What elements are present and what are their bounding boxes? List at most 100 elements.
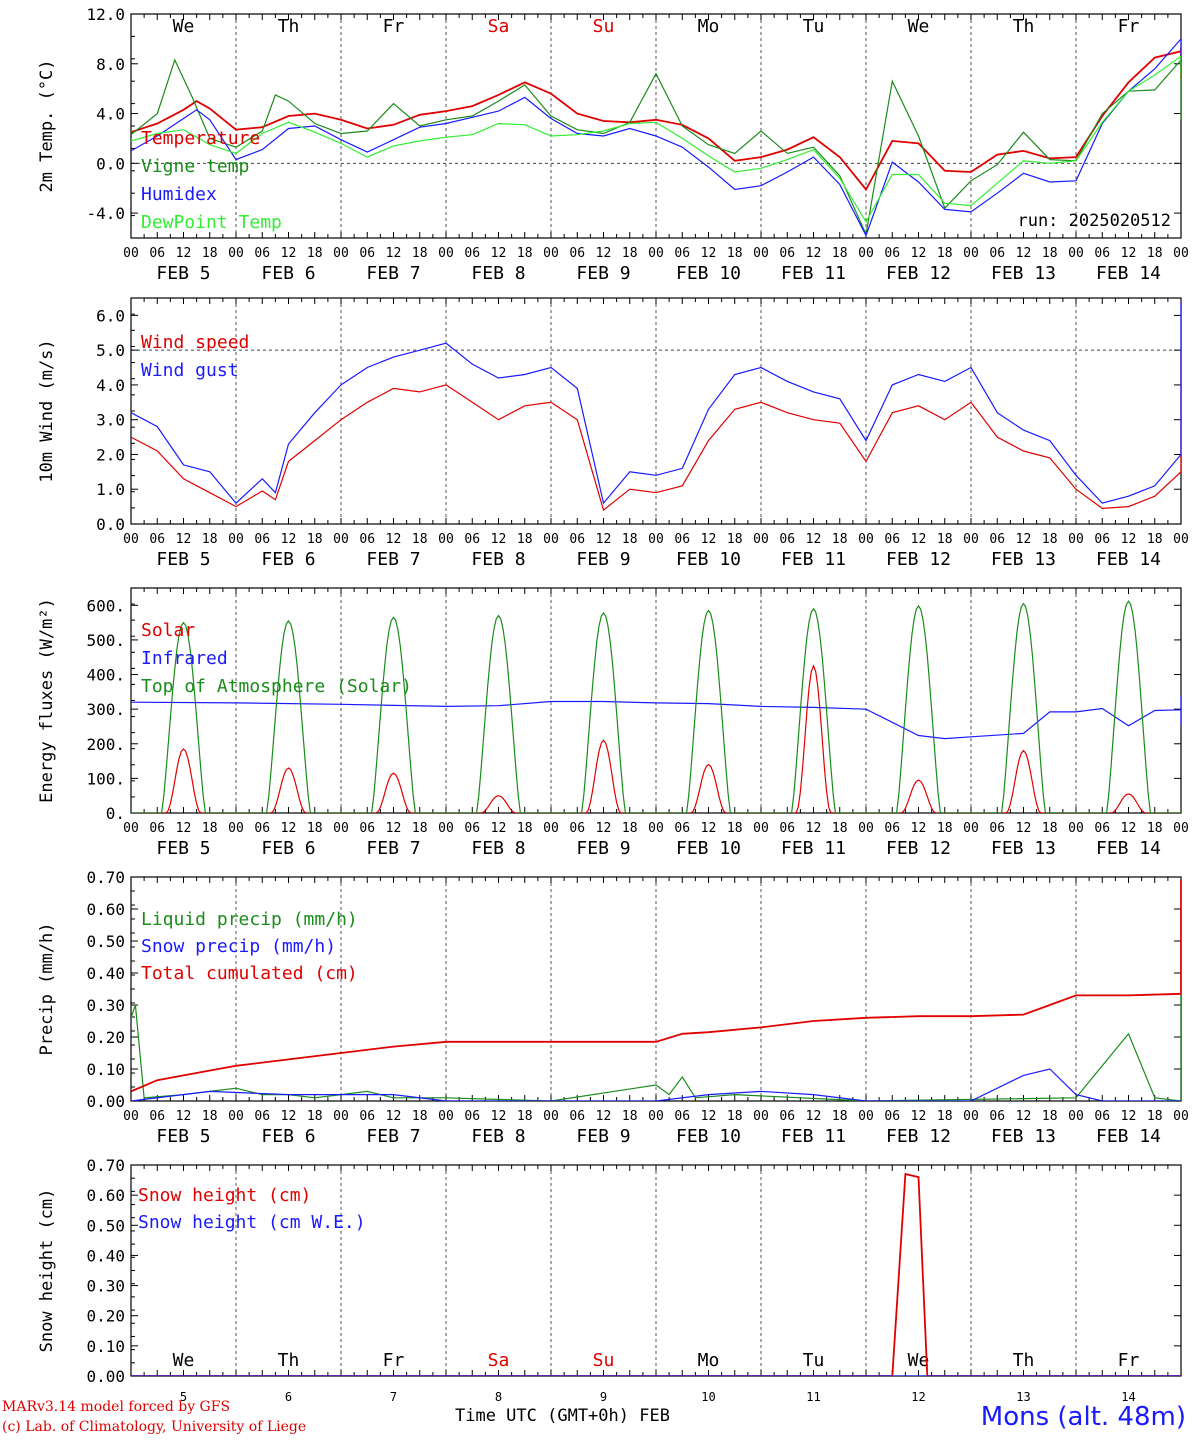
hour-tick-label: 18 xyxy=(727,532,743,547)
hour-tick-label: 12 xyxy=(596,1109,612,1124)
hour-tick-label: 06 xyxy=(254,532,270,547)
hour-tick-label: 06 xyxy=(989,821,1005,836)
date-label: FEB 5 xyxy=(156,549,210,570)
y-tick-label: 0.70 xyxy=(86,868,125,887)
day-number-label: 12 xyxy=(911,1390,925,1404)
legend-entry: Liquid precip (mm/h) xyxy=(141,909,358,930)
hour-tick-label: 06 xyxy=(464,1109,480,1124)
day-number-label: 6 xyxy=(285,1390,292,1404)
weekday-label: Fr xyxy=(1118,1350,1140,1371)
hour-tick-label: 12 xyxy=(806,1109,822,1124)
y-tick-label: 600. xyxy=(86,596,125,615)
date-label: FEB 11 xyxy=(781,549,846,570)
hour-tick-label: 12 xyxy=(281,532,297,547)
legend-entry: Infrared xyxy=(141,648,228,669)
date-label: FEB 12 xyxy=(886,549,951,570)
date-label: FEB 9 xyxy=(576,838,630,859)
y-tick-label: 0.40 xyxy=(86,1246,125,1265)
hour-tick-label: 00 xyxy=(753,532,769,547)
date-label: FEB 11 xyxy=(781,1126,846,1147)
weekday-label: Su xyxy=(593,1350,615,1371)
date-label: FEB 14 xyxy=(1096,549,1161,570)
hour-tick-label: 00 xyxy=(1173,1109,1189,1124)
series-line xyxy=(131,350,1181,512)
y-tick-label: -4.0 xyxy=(86,204,125,223)
hour-tick-label: 00 xyxy=(333,821,349,836)
hour-tick-label: 12 xyxy=(386,1109,402,1124)
hour-tick-label: 00 xyxy=(963,821,979,836)
hour-tick-label: 00 xyxy=(753,246,769,261)
hour-tick-label: 00 xyxy=(963,1109,979,1124)
hour-tick-label: 12 xyxy=(176,246,192,261)
hour-tick-label: 12 xyxy=(1121,1109,1137,1124)
hour-tick-label: 12 xyxy=(1016,532,1032,547)
day-number-label: 5 xyxy=(180,1390,187,1404)
weekday-label: Fr xyxy=(1118,16,1140,37)
hour-tick-label: 00 xyxy=(648,1109,664,1124)
hour-tick-label: 18 xyxy=(1147,1109,1163,1124)
weekday-label: Th xyxy=(278,1350,300,1371)
y-tick-label: 0.50 xyxy=(86,932,125,951)
legend-entry: DewPoint Temp xyxy=(141,212,282,233)
hour-tick-label: 18 xyxy=(622,1109,638,1124)
y-tick-label: 0.30 xyxy=(86,996,125,1015)
hour-tick-label: 12 xyxy=(386,821,402,836)
hour-tick-label: 12 xyxy=(911,821,927,836)
legend-entry: Wind gust xyxy=(141,360,239,381)
y-tick-label: 200. xyxy=(86,735,125,754)
y-tick-label: 5.0 xyxy=(96,341,125,360)
hour-tick-label: 12 xyxy=(281,246,297,261)
hour-tick-label: 12 xyxy=(176,532,192,547)
y-tick-label: 0.0 xyxy=(96,515,125,534)
hour-tick-label: 06 xyxy=(1094,532,1110,547)
hour-tick-label: 06 xyxy=(464,246,480,261)
hour-tick-label: 18 xyxy=(1147,532,1163,547)
hour-tick-label: 18 xyxy=(937,246,953,261)
day-number-label: 14 xyxy=(1121,1390,1135,1404)
hour-tick-label: 00 xyxy=(1173,821,1189,836)
weekday-label: Tu xyxy=(803,1350,825,1371)
hour-tick-label: 18 xyxy=(1042,821,1058,836)
hour-tick-label: 06 xyxy=(464,532,480,547)
hour-tick-label: 00 xyxy=(543,1109,559,1124)
date-label: FEB 8 xyxy=(471,549,525,570)
legend-entry: Vigne temp xyxy=(141,156,249,177)
day-number-label: 13 xyxy=(1016,1390,1030,1404)
legend-entry: Snow height (cm) xyxy=(138,1185,311,1206)
y-tick-label: 500. xyxy=(86,631,125,650)
hour-tick-label: 18 xyxy=(832,246,848,261)
hour-tick-label: 12 xyxy=(281,821,297,836)
hour-tick-label: 18 xyxy=(937,1109,953,1124)
legend-entry: Snow precip (mm/h) xyxy=(141,936,336,957)
date-label: FEB 8 xyxy=(471,263,525,284)
date-label: FEB 9 xyxy=(576,263,630,284)
date-label: FEB 8 xyxy=(471,838,525,859)
series-line xyxy=(131,880,1181,1093)
y-tick-label: 8.0 xyxy=(96,55,125,74)
day-number-label: 7 xyxy=(390,1390,397,1404)
hour-tick-label: 18 xyxy=(1042,1109,1058,1124)
hour-tick-label: 00 xyxy=(858,532,874,547)
hour-tick-label: 12 xyxy=(386,246,402,261)
hour-tick-label: 00 xyxy=(123,532,139,547)
panel-2: 0.0 1.0 2.0 3.0 4.0 5.0 6.0 10m Wind (m/s) 00 06 1… xyxy=(37,297,1189,570)
hour-tick-label: 18 xyxy=(202,821,218,836)
y-tick-label: 4.0 xyxy=(96,376,125,395)
y-tick-label: 0.30 xyxy=(86,1277,125,1296)
hour-tick-label: 18 xyxy=(412,1109,428,1124)
date-label: FEB 12 xyxy=(886,1126,951,1147)
hour-tick-label: 06 xyxy=(884,821,900,836)
hour-tick-label: 00 xyxy=(228,821,244,836)
hour-tick-label: 18 xyxy=(622,246,638,261)
hour-tick-label: 18 xyxy=(832,821,848,836)
hour-tick-label: 06 xyxy=(254,1109,270,1124)
hour-tick-label: 06 xyxy=(569,246,585,261)
series-line xyxy=(131,1172,1181,1376)
series-line xyxy=(131,600,1181,813)
hour-tick-label: 12 xyxy=(596,246,612,261)
hour-tick-label: 12 xyxy=(806,821,822,836)
hour-tick-label: 12 xyxy=(701,246,717,261)
date-label: FEB 5 xyxy=(156,263,210,284)
weekday-label: Th xyxy=(1013,16,1035,37)
